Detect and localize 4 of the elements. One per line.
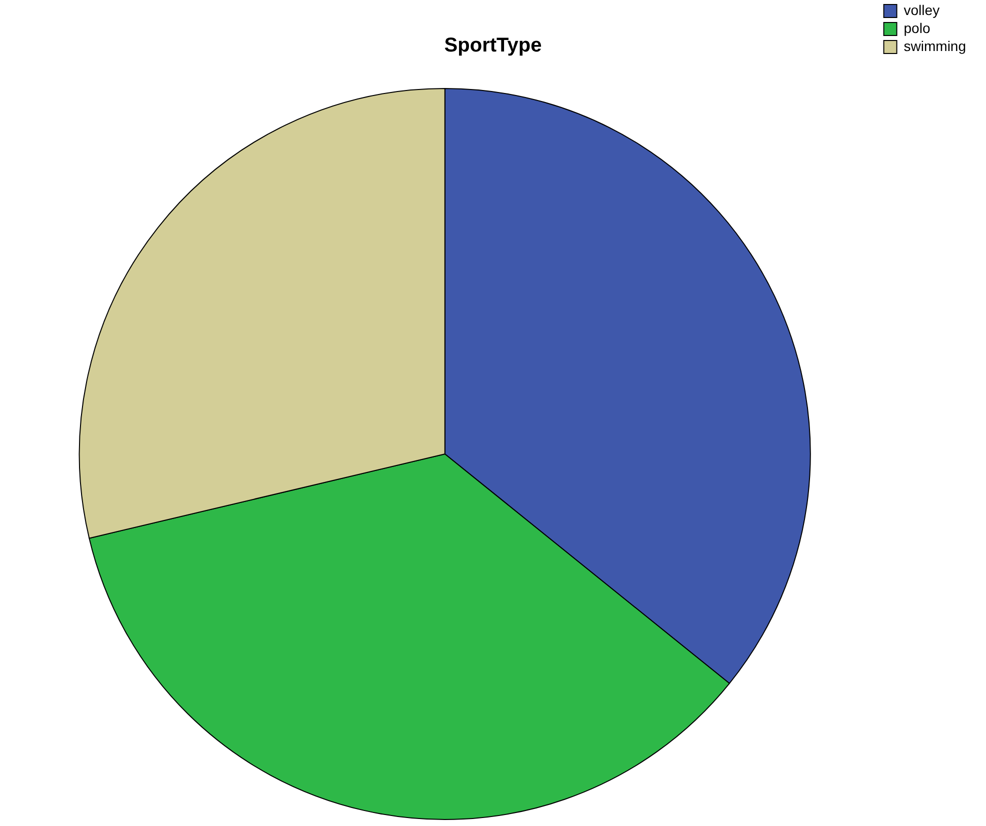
text: SportType: [444, 34, 542, 57]
legend-label: polo: [904, 20, 930, 36]
legend-label: volley: [904, 2, 940, 18]
legend-label: swimming: [904, 38, 966, 54]
